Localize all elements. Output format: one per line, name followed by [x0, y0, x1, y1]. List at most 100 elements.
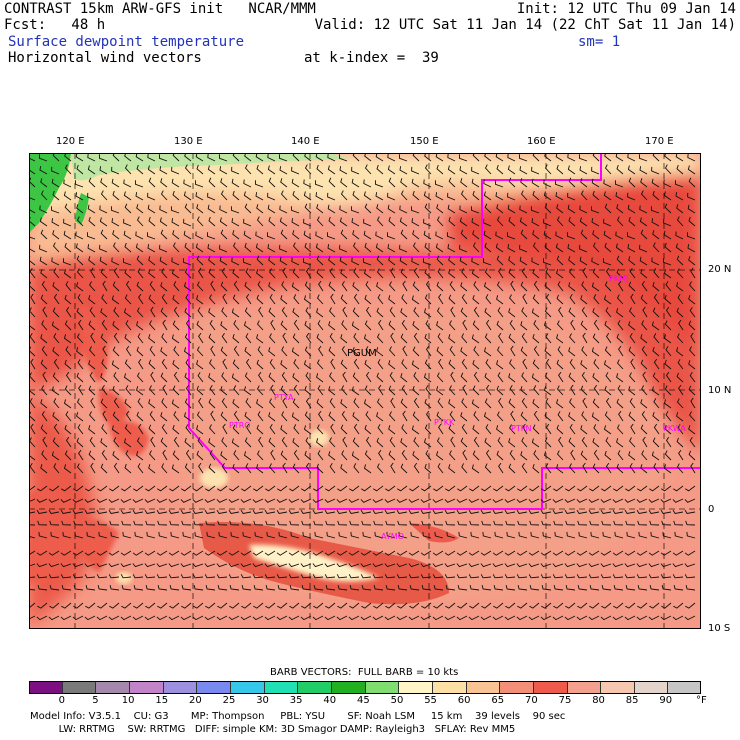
wind-barb [350, 531, 360, 539]
wind-barb [420, 485, 432, 492]
wind-barb [674, 180, 684, 188]
wind-barb [496, 164, 504, 175]
wind-barb [242, 258, 252, 266]
wind-barb [329, 397, 336, 409]
wind-barb [75, 231, 84, 240]
wind-barb [618, 410, 624, 422]
wind-barb [484, 164, 492, 175]
wind-barb [171, 257, 180, 266]
wind-barb [504, 509, 516, 514]
wind-barb [677, 359, 684, 370]
wind-barb [243, 451, 252, 461]
wind-barb [384, 574, 396, 579]
wind-barb [231, 178, 240, 188]
wind-barb [88, 450, 96, 461]
wind-barb [157, 520, 168, 526]
wind-barb [400, 268, 408, 279]
wind-barb [612, 509, 624, 514]
wind-barb [675, 153, 684, 162]
wind-barb [604, 164, 612, 175]
wind-barb [378, 384, 384, 396]
wind-barb [649, 584, 660, 591]
wind-barb [64, 294, 72, 305]
wind-barb [532, 359, 540, 370]
colorbar-swatch [331, 681, 366, 694]
wind-barb [660, 574, 672, 579]
wind-barb [684, 615, 696, 621]
wind-barb [592, 463, 600, 474]
wind-barb [448, 424, 456, 435]
wind-barb [496, 411, 504, 422]
wind-barb [385, 584, 396, 591]
wind-barb [232, 424, 240, 435]
wind-barb [411, 425, 420, 435]
wind-barb [459, 166, 468, 175]
wind-barb [157, 602, 168, 609]
wind-barb [232, 398, 240, 409]
wind-barb [528, 615, 540, 621]
wind-barb [195, 231, 204, 240]
wind-barb [90, 397, 96, 409]
wind-barb [460, 282, 468, 292]
wind-barb [516, 485, 528, 492]
wind-barb [173, 436, 180, 448]
wind-barb [664, 203, 672, 214]
wind-barb [675, 231, 684, 240]
wind-barb [192, 509, 204, 514]
wind-barb [342, 306, 348, 318]
wind-barb [603, 218, 612, 227]
wind-barb [457, 584, 468, 591]
wind-barb [447, 244, 456, 253]
wind-barb [136, 437, 144, 448]
wind-barb [168, 498, 180, 503]
wind-barb [372, 615, 384, 621]
wind-barb [218, 154, 228, 162]
wind-barb [517, 520, 528, 526]
wind-barb [436, 372, 444, 383]
wind-barb [672, 563, 684, 568]
wind-barb [252, 563, 264, 568]
wind-barb [231, 373, 240, 383]
wind-barb [592, 268, 600, 279]
wind-barb [408, 509, 420, 514]
wind-barb [568, 412, 576, 422]
wind-barb [29, 204, 36, 214]
wind-barb [672, 498, 684, 503]
wind-barb [450, 436, 456, 448]
wind-barb [268, 282, 276, 292]
wind-barb [207, 204, 216, 214]
wind-barb [482, 258, 492, 266]
wind-barb [192, 563, 204, 568]
wind-barb [411, 295, 420, 305]
wind-barb [653, 423, 660, 435]
wind-barb [36, 498, 48, 503]
wind-barb [160, 307, 168, 318]
wind-barb [624, 563, 636, 568]
wind-barb [567, 244, 576, 253]
wind-barb [268, 256, 276, 266]
wind-barb [288, 615, 300, 621]
wind-barb [304, 385, 312, 396]
wind-barb [136, 346, 144, 357]
wind-barb [689, 411, 696, 422]
wind-barb [591, 166, 600, 175]
wind-barb [554, 531, 564, 539]
wind-barb [256, 424, 264, 435]
wind-barb [652, 307, 660, 318]
wind-barb [64, 424, 72, 435]
wind-barb [543, 386, 552, 396]
station-label: PKWA [663, 424, 686, 433]
wind-barb [480, 509, 492, 514]
wind-barb [458, 531, 468, 539]
wind-barb [288, 509, 300, 514]
wind-barb [245, 423, 252, 435]
wind-barb [48, 574, 60, 579]
wind-barb [588, 485, 600, 492]
wind-barb [600, 563, 612, 568]
wind-barb [221, 437, 228, 448]
wind-barb [529, 602, 540, 609]
wind-barb [581, 346, 588, 357]
wind-barb [468, 550, 480, 556]
wind-barb [484, 437, 492, 448]
wind-barb [448, 177, 456, 188]
